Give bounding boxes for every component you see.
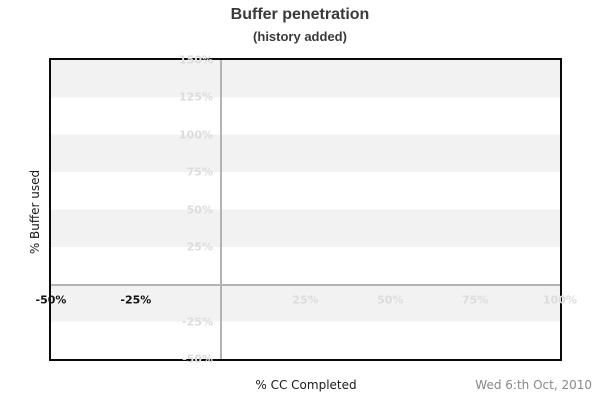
x-tick-label: 25% [292,293,319,307]
x-tick-label: -50% [35,293,67,307]
zero-gridline-vertical [220,60,222,359]
y-tick-label: -25% [182,315,213,329]
x-axis-title: % CC Completed [255,378,357,392]
y-tick-label: 50% [186,203,213,216]
x-tick-label: 75% [461,293,489,307]
y-tick-label: 100% [179,128,213,142]
chart-subtitle: (history added) [253,29,347,44]
y-tick-label: -50% [182,352,213,366]
y-tick-label: 150% [179,53,213,67]
plot-area: 150% 125% 100% 75% 50% 25% -25% -50% -50% -25% 25%… [36,54,577,366]
chart-title: Buffer penetration [230,6,370,23]
y-tick-label: 75% [186,165,213,179]
x-tick-label: -25% [120,293,152,307]
y-axis-title: % Buffer used [28,169,42,255]
x-tick-label: 50% [377,293,404,307]
y-tick-label: 125% [179,90,213,104]
date-stamp: Wed 6:th Oct, 2010 [475,378,592,392]
y-tick-label: 25% [186,240,213,254]
zero-gridline-horizontal [51,284,560,286]
x-tick-label: 100% [543,293,577,307]
